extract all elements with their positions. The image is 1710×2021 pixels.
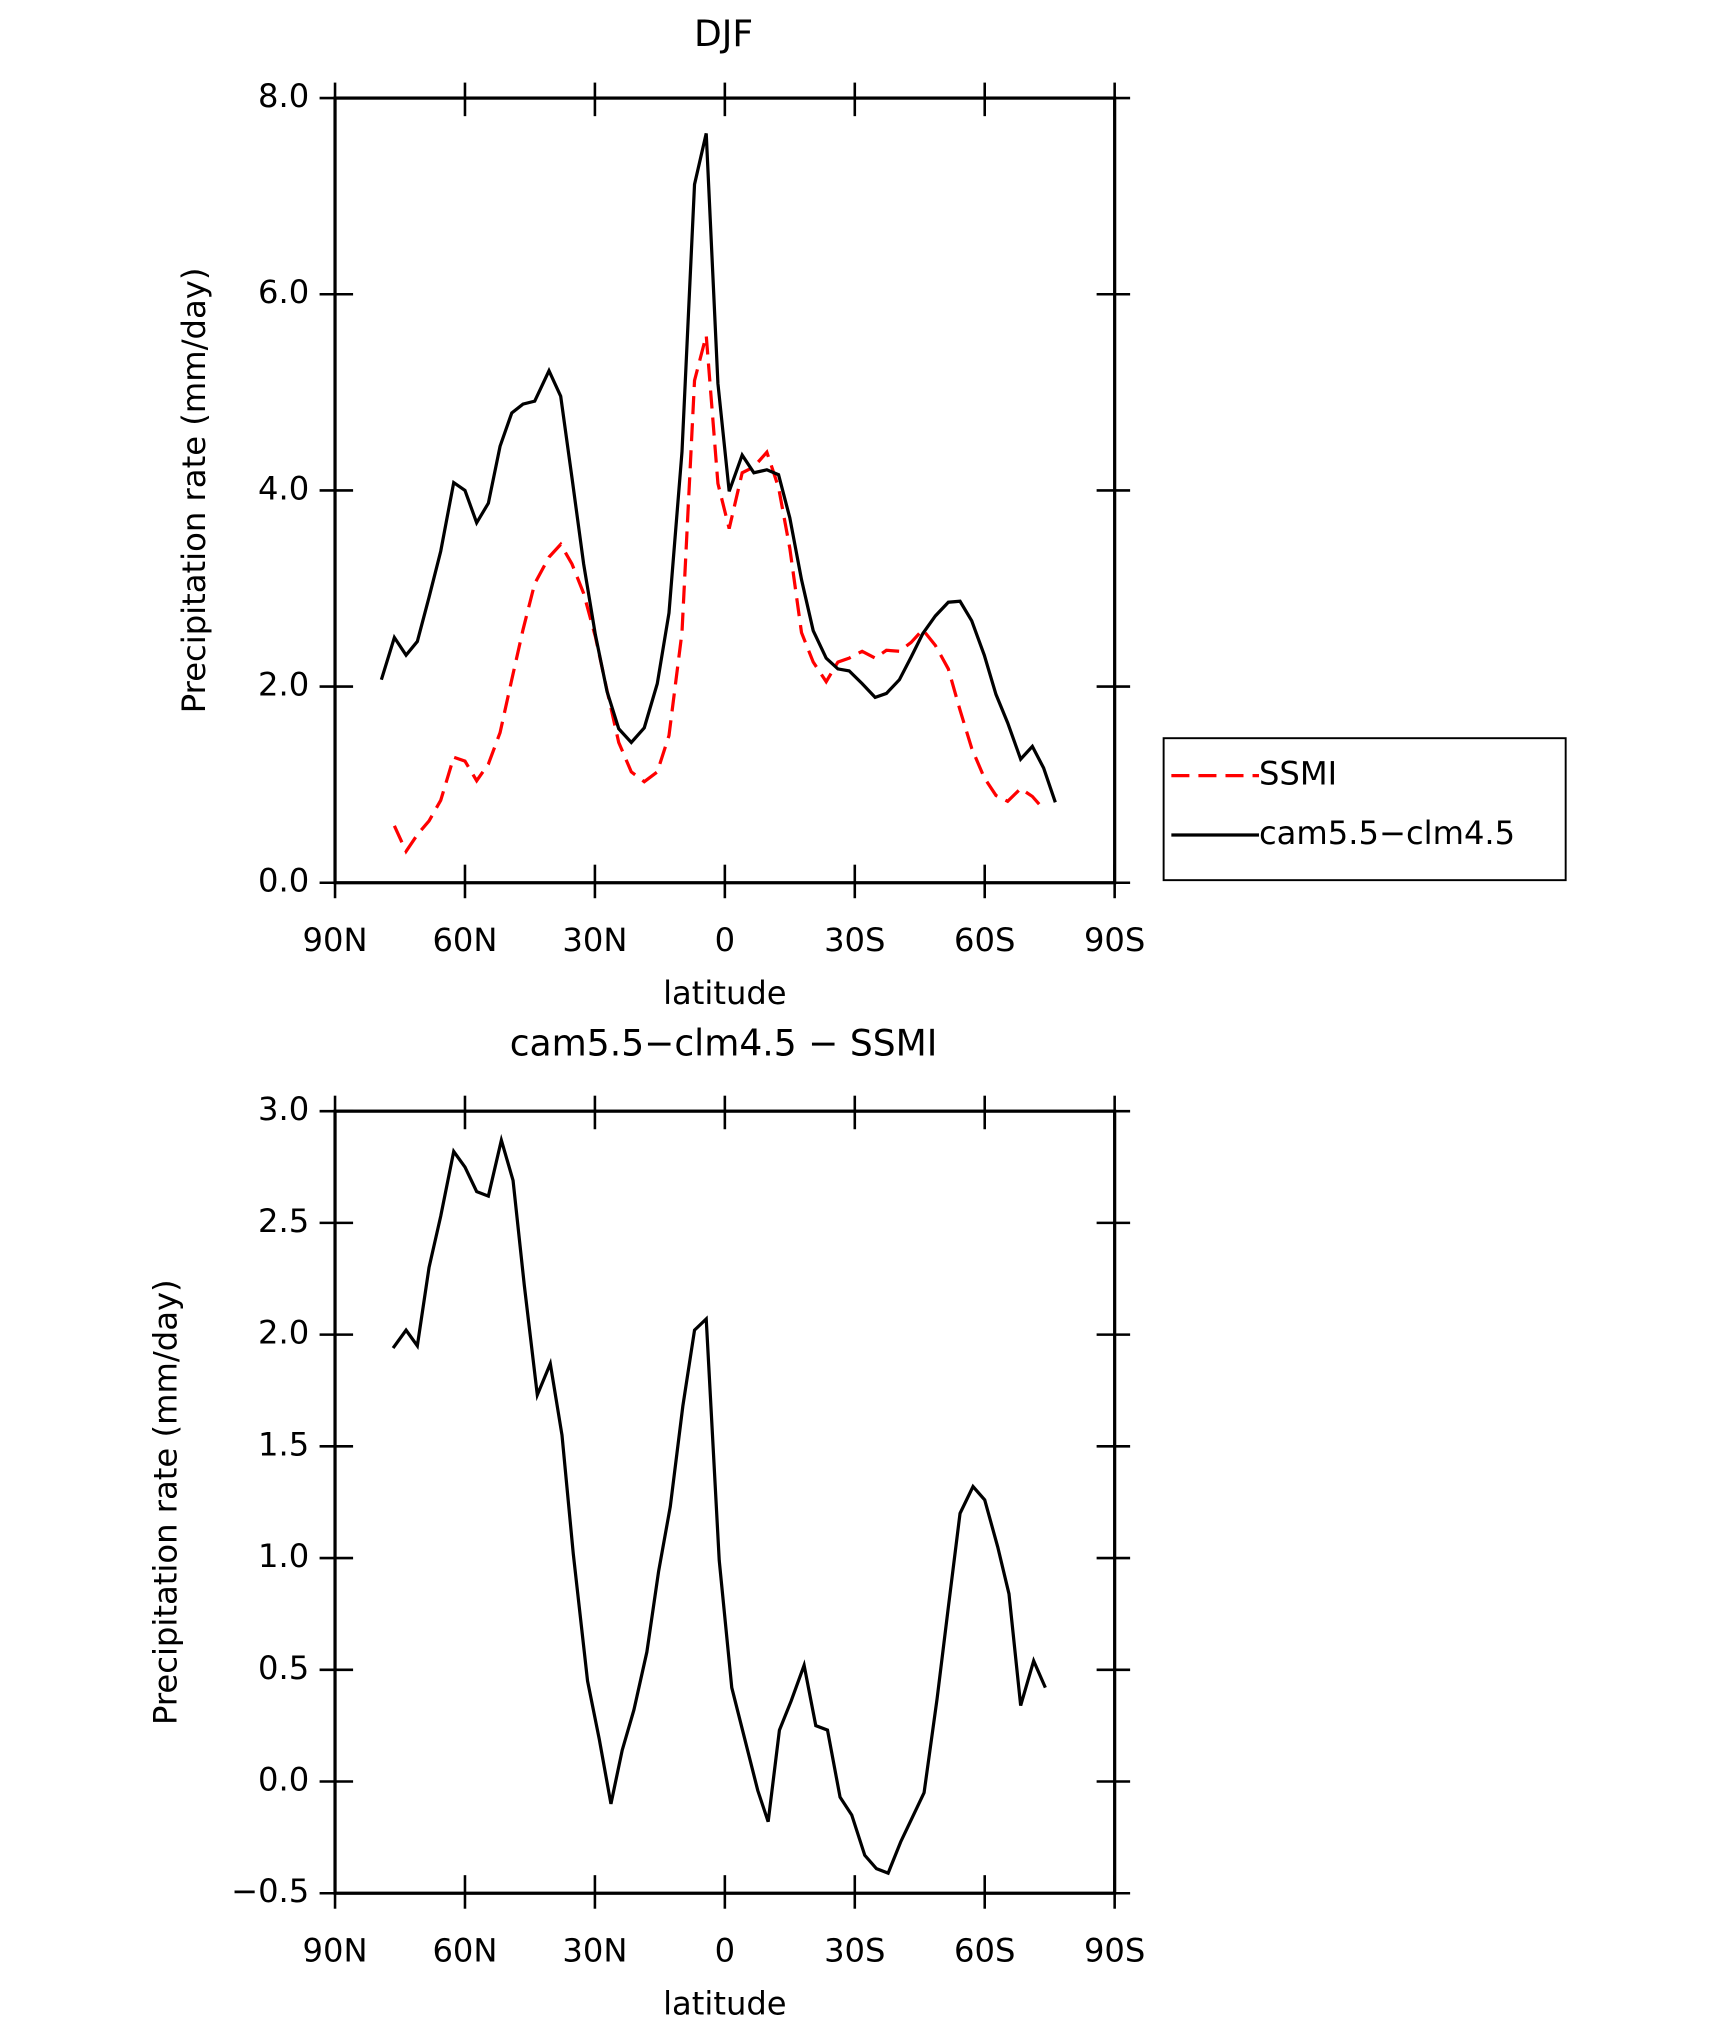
y-tick-label: 2.0 — [258, 666, 309, 704]
y-tick-label: 4.0 — [258, 469, 309, 507]
data-line — [392, 335, 1045, 855]
legend-label: cam5.5−clm4.5 — [1259, 814, 1515, 852]
x-tick-label: 90N — [303, 1932, 368, 1970]
x-tick-label: 60S — [954, 1932, 1015, 1970]
data-line — [379, 133, 1057, 803]
x-tick-label: 60N — [432, 1932, 497, 1970]
x-tick-label: 60S — [954, 921, 1015, 959]
chart-title: cam5.5−clm4.5 − SSMI — [510, 1021, 938, 1064]
x-axis-label: latitude — [663, 1984, 787, 2021]
chart-title: DJF — [694, 12, 753, 55]
x-tick-label: 0 — [715, 921, 735, 959]
legend-box — [1162, 737, 1567, 882]
x-tick-label: 90S — [1084, 921, 1145, 959]
y-tick-label: 0.0 — [258, 1760, 309, 1798]
y-axis-label: Precipitation rate (mm/day) — [147, 1279, 185, 1725]
x-axis-label: latitude — [663, 974, 787, 1012]
x-tick-label: 30S — [824, 921, 885, 959]
y-tick-label: 2.0 — [258, 1314, 309, 1352]
legend-label: SSMI — [1259, 755, 1337, 793]
y-tick-label: 0.0 — [258, 862, 309, 900]
y-tick-label: 1.5 — [258, 1425, 309, 1463]
y-tick-label: 8.0 — [258, 77, 309, 115]
x-tick-label: 60N — [432, 921, 497, 959]
y-tick-label: 2.5 — [258, 1202, 309, 1240]
x-tick-label: 30S — [824, 1932, 885, 1970]
x-tick-label: 30N — [562, 921, 627, 959]
x-tick-label: 90N — [303, 921, 368, 959]
x-tick-label: 30N — [562, 1932, 627, 1970]
y-axis-label: Precipitation rate (mm/day) — [175, 268, 213, 714]
x-tick-label: 0 — [715, 1932, 735, 1970]
y-tick-label: 0.5 — [258, 1649, 309, 1687]
y-tick-label: −0.5 — [231, 1872, 309, 1910]
x-tick-label: 90S — [1084, 1932, 1145, 1970]
y-tick-label: 3.0 — [258, 1090, 309, 1128]
plot-frame — [333, 1109, 1117, 1895]
data-line — [391, 1133, 1047, 1876]
y-tick-label: 6.0 — [258, 273, 309, 311]
y-tick-label: 1.0 — [258, 1537, 309, 1575]
